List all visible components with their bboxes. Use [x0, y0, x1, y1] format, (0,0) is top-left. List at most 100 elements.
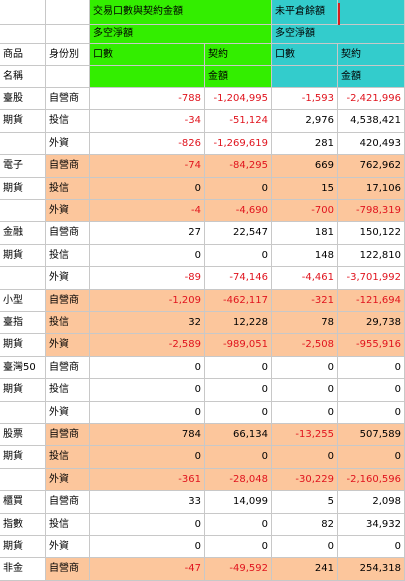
- product-name-cell[interactable]: [0, 133, 46, 155]
- oi-amount-cell[interactable]: 150,122: [338, 222, 405, 245]
- oi-amount-cell[interactable]: 0: [338, 379, 405, 402]
- product-name-cell[interactable]: [0, 402, 46, 424]
- identity-cell[interactable]: 外資: [46, 469, 90, 491]
- oi-lots-cell[interactable]: 281: [272, 133, 338, 155]
- product-name-cell[interactable]: [0, 200, 46, 222]
- identity-cell[interactable]: 自營商: [46, 290, 90, 312]
- oi-lots-cell[interactable]: 148: [272, 245, 338, 267]
- trade-lots-cell[interactable]: 27: [90, 222, 205, 245]
- oi-amount-cell[interactable]: -955,916: [338, 334, 405, 357]
- identity-cell[interactable]: 外資: [46, 402, 90, 424]
- trade-amount-cell[interactable]: -28,048: [205, 469, 272, 491]
- header-blank-e[interactable]: [46, 66, 90, 88]
- trade-amount-cell[interactable]: 0: [205, 536, 272, 558]
- header-trade-net[interactable]: 多空淨額: [90, 25, 272, 44]
- oi-amount-cell[interactable]: 0: [338, 357, 405, 379]
- header-identity[interactable]: 身份別: [46, 44, 90, 66]
- trade-amount-cell[interactable]: 0: [205, 379, 272, 402]
- header-blank-d[interactable]: [46, 25, 90, 44]
- header-oi-group-end[interactable]: [338, 0, 405, 25]
- oi-lots-cell[interactable]: 0: [272, 536, 338, 558]
- trade-amount-cell[interactable]: 66,134: [205, 424, 272, 446]
- header-oi-amount[interactable]: 契約: [338, 44, 405, 66]
- header-oi-amount-sub[interactable]: 金額: [338, 66, 405, 88]
- identity-cell[interactable]: 投信: [46, 312, 90, 334]
- oi-amount-cell[interactable]: 762,962: [338, 155, 405, 178]
- header-blank-c[interactable]: [0, 25, 46, 44]
- oi-lots-cell[interactable]: -700: [272, 200, 338, 222]
- oi-lots-cell[interactable]: 181: [272, 222, 338, 245]
- product-name-cell[interactable]: 期貨: [0, 334, 46, 357]
- product-name-cell[interactable]: 臺股: [0, 88, 46, 110]
- oi-lots-cell[interactable]: -13,255: [272, 424, 338, 446]
- oi-amount-cell[interactable]: 0: [338, 536, 405, 558]
- oi-amount-cell[interactable]: -798,319: [338, 200, 405, 222]
- oi-amount-cell[interactable]: 29,738: [338, 312, 405, 334]
- oi-amount-cell[interactable]: 507,589: [338, 424, 405, 446]
- product-name-cell[interactable]: 期貨: [0, 536, 46, 558]
- oi-amount-cell[interactable]: 122,810: [338, 245, 405, 267]
- header-product[interactable]: 商品: [0, 44, 46, 66]
- oi-lots-cell[interactable]: 78: [272, 312, 338, 334]
- oi-amount-cell[interactable]: 0: [338, 402, 405, 424]
- trade-amount-cell[interactable]: -1,269,619: [205, 133, 272, 155]
- product-name-cell[interactable]: 臺灣50: [0, 357, 46, 379]
- trade-lots-cell[interactable]: -4: [90, 200, 205, 222]
- identity-cell[interactable]: 自營商: [46, 357, 90, 379]
- oi-amount-cell[interactable]: -121,694: [338, 290, 405, 312]
- header-oi-group[interactable]: 未平倉餘額: [272, 0, 338, 25]
- trade-lots-cell[interactable]: 0: [90, 446, 205, 469]
- oi-amount-cell[interactable]: -2,421,996: [338, 88, 405, 110]
- trade-lots-cell[interactable]: 0: [90, 379, 205, 402]
- identity-cell[interactable]: 外資: [46, 536, 90, 558]
- oi-lots-cell[interactable]: -1,593: [272, 88, 338, 110]
- oi-lots-cell[interactable]: -30,229: [272, 469, 338, 491]
- trade-lots-cell[interactable]: -74: [90, 155, 205, 178]
- product-name-cell[interactable]: 小型: [0, 290, 46, 312]
- trade-amount-cell[interactable]: 0: [205, 245, 272, 267]
- trade-lots-cell[interactable]: 0: [90, 536, 205, 558]
- product-name-cell[interactable]: 期貨: [0, 178, 46, 200]
- identity-cell[interactable]: 自營商: [46, 88, 90, 110]
- product-name-cell[interactable]: 臺指: [0, 312, 46, 334]
- trade-lots-cell[interactable]: -47: [90, 558, 205, 581]
- product-name-cell[interactable]: [0, 469, 46, 491]
- trade-lots-cell[interactable]: -1,209: [90, 290, 205, 312]
- identity-cell[interactable]: 外資: [46, 267, 90, 290]
- trade-amount-cell[interactable]: 0: [205, 402, 272, 424]
- identity-cell[interactable]: 投信: [46, 514, 90, 536]
- oi-lots-cell[interactable]: 241: [272, 558, 338, 581]
- trade-lots-cell[interactable]: 0: [90, 514, 205, 536]
- product-name-cell[interactable]: [0, 267, 46, 290]
- oi-amount-cell[interactable]: -2,160,596: [338, 469, 405, 491]
- oi-amount-cell[interactable]: 4,538,421: [338, 110, 405, 133]
- oi-lots-cell[interactable]: 82: [272, 514, 338, 536]
- trade-amount-cell[interactable]: -74,146: [205, 267, 272, 290]
- product-name-cell[interactable]: 指數: [0, 514, 46, 536]
- header-oi-lots-sub[interactable]: [272, 66, 338, 88]
- oi-lots-cell[interactable]: 0: [272, 402, 338, 424]
- identity-cell[interactable]: 自營商: [46, 222, 90, 245]
- identity-cell[interactable]: 外資: [46, 200, 90, 222]
- oi-amount-cell[interactable]: 0: [338, 446, 405, 469]
- trade-lots-cell[interactable]: 0: [90, 245, 205, 267]
- oi-lots-cell[interactable]: -4,461: [272, 267, 338, 290]
- identity-cell[interactable]: 自營商: [46, 155, 90, 178]
- trade-amount-cell[interactable]: -84,295: [205, 155, 272, 178]
- trade-amount-cell[interactable]: -51,124: [205, 110, 272, 133]
- trade-amount-cell[interactable]: 0: [205, 178, 272, 200]
- trade-amount-cell[interactable]: 12,228: [205, 312, 272, 334]
- identity-cell[interactable]: 自營商: [46, 558, 90, 581]
- trade-lots-cell[interactable]: 0: [90, 402, 205, 424]
- oi-amount-cell[interactable]: 2,098: [338, 491, 405, 514]
- trade-amount-cell[interactable]: -1,204,995: [205, 88, 272, 110]
- header-blank-a[interactable]: [0, 0, 46, 25]
- identity-cell[interactable]: 投信: [46, 178, 90, 200]
- trade-lots-cell[interactable]: 0: [90, 178, 205, 200]
- oi-amount-cell[interactable]: -3,701,992: [338, 267, 405, 290]
- header-trade-lots[interactable]: 口數: [90, 44, 205, 66]
- product-name-cell[interactable]: 非金: [0, 558, 46, 581]
- trade-amount-cell[interactable]: 14,099: [205, 491, 272, 514]
- trade-amount-cell[interactable]: 0: [205, 357, 272, 379]
- trade-lots-cell[interactable]: -361: [90, 469, 205, 491]
